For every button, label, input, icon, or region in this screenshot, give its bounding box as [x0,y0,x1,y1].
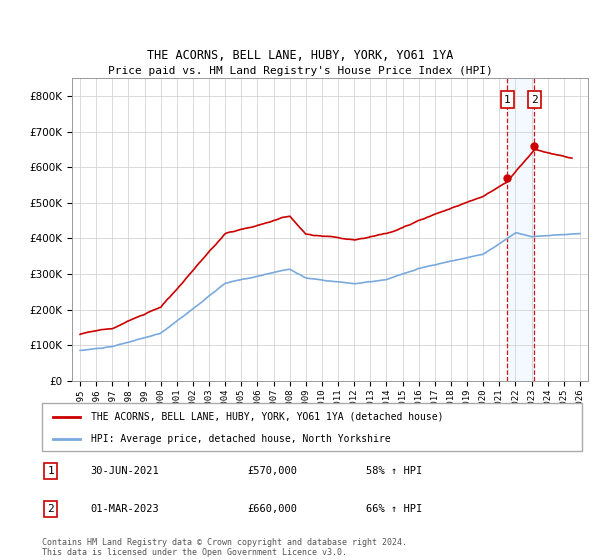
Text: 66% ↑ HPI: 66% ↑ HPI [366,504,422,514]
Text: 2: 2 [531,95,538,105]
Text: 1: 1 [504,95,511,105]
Text: £570,000: £570,000 [247,466,297,476]
Text: 01-MAR-2023: 01-MAR-2023 [91,504,160,514]
Text: THE ACORNS, BELL LANE, HUBY, YORK, YO61 1YA (detached house): THE ACORNS, BELL LANE, HUBY, YORK, YO61 … [91,412,443,422]
Bar [508,78,535,381]
Text: HPI: Average price, detached house, North Yorkshire: HPI: Average price, detached house, Nort… [91,434,390,444]
Text: THE ACORNS, BELL LANE, HUBY, YORK, YO61 1YA: THE ACORNS, BELL LANE, HUBY, YORK, YO61 … [147,49,453,62]
Text: Contains HM Land Registry data © Crown copyright and database right 2024.
This d: Contains HM Land Registry data © Crown c… [42,538,407,557]
Text: 1: 1 [47,466,54,476]
Text: 30-JUN-2021: 30-JUN-2021 [91,466,160,476]
Text: 2: 2 [47,504,54,514]
Text: 58% ↑ HPI: 58% ↑ HPI [366,466,422,476]
Text: £660,000: £660,000 [247,504,297,514]
FancyBboxPatch shape [42,403,582,451]
Text: Price paid vs. HM Land Registry's House Price Index (HPI): Price paid vs. HM Land Registry's House … [107,66,493,76]
